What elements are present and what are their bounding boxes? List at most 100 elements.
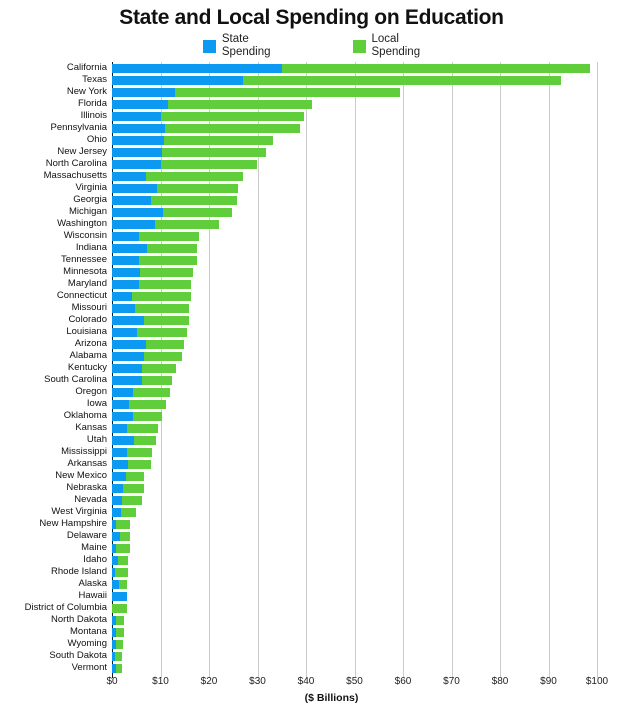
bar-row: California	[0, 62, 623, 74]
state-bar-segment	[112, 147, 162, 157]
bar-track	[112, 591, 128, 601]
bar-row: Massachusetts	[0, 170, 623, 182]
local-bar-segment	[161, 159, 257, 169]
bar-track	[112, 423, 159, 433]
state-bar-segment	[112, 627, 116, 637]
category-label: Idaho	[83, 554, 107, 565]
category-label: Washington	[57, 218, 107, 229]
bar-track	[112, 183, 239, 193]
bar-row: Illinois	[0, 110, 623, 122]
local-bar-segment	[112, 603, 127, 613]
state-bar-segment	[112, 195, 151, 205]
bar-track	[112, 123, 300, 133]
bar-row: Connecticut	[0, 290, 623, 302]
category-label: South Carolina	[44, 374, 107, 385]
bar-track	[112, 351, 182, 361]
bar-track	[112, 327, 187, 337]
x-tick-label: $10	[152, 676, 169, 687]
state-bar-segment	[112, 99, 168, 109]
bar-track	[112, 375, 173, 385]
bar-row: Michigan	[0, 206, 623, 218]
state-bar-segment	[112, 579, 119, 589]
state-legend-swatch-icon	[202, 39, 216, 53]
category-label: Connecticut	[56, 290, 107, 301]
bar-track	[112, 603, 127, 613]
bar-track	[112, 87, 400, 97]
state-bar-segment	[112, 279, 139, 289]
state-bar-segment	[112, 495, 123, 505]
state-bar-segment	[112, 327, 137, 337]
bar-track	[112, 363, 176, 373]
bar-track	[112, 507, 137, 517]
local-bar-segment	[117, 555, 128, 565]
local-bar-segment	[242, 75, 561, 85]
gridline	[209, 62, 210, 678]
legend: State Spending Local Spending	[0, 32, 623, 60]
bar-row: Louisiana	[0, 326, 623, 338]
bar-row: South Carolina	[0, 374, 623, 386]
bar-row: Maryland	[0, 278, 623, 290]
category-label: North Dakota	[51, 614, 107, 625]
chart-title: State and Local Spending on Education	[119, 6, 504, 29]
category-label: North Carolina	[45, 158, 107, 169]
local-bar-segment	[142, 363, 176, 373]
local-legend-swatch-icon	[352, 39, 366, 53]
bar-row: Texas	[0, 74, 623, 86]
bar-track	[112, 159, 257, 169]
bar-track	[112, 579, 128, 589]
bar-track	[112, 435, 157, 445]
category-label: Virginia	[75, 182, 107, 193]
local-bar-segment	[139, 267, 193, 277]
state-bar-segment	[112, 615, 117, 625]
bar-row: Nebraska	[0, 482, 623, 494]
bar-row: Arkansas	[0, 458, 623, 470]
category-label: District of Columbia	[24, 602, 107, 613]
bar-track	[112, 663, 123, 673]
state-bar-segment	[112, 663, 116, 673]
bar-row: West Virginia	[0, 506, 623, 518]
bar-track	[112, 519, 131, 529]
category-label: Oklahoma	[63, 410, 107, 421]
bar-track	[112, 639, 124, 649]
state-bar-segment	[112, 87, 176, 97]
category-label: Alaska	[78, 578, 107, 589]
local-bar-segment	[138, 255, 197, 265]
bar-track	[112, 219, 219, 229]
local-bar-segment	[132, 291, 192, 301]
local-bar-segment	[161, 147, 267, 157]
bar-row: Virginia	[0, 182, 623, 194]
state-bar-segment	[112, 75, 243, 85]
state-bar-segment	[112, 639, 117, 649]
bar-row: Idaho	[0, 554, 623, 566]
state-bar-segment	[112, 471, 126, 481]
local-bar-segment	[115, 519, 131, 529]
bar-row: Florida	[0, 98, 623, 110]
bar-row: District of Columbia	[0, 602, 623, 614]
bar-row: Wyoming	[0, 638, 623, 650]
state-bar-segment	[112, 423, 127, 433]
bar-track	[112, 255, 197, 265]
state-bar-segment	[112, 411, 133, 421]
category-label: Montana	[70, 626, 107, 637]
state-bar-segment	[112, 231, 139, 241]
local-bar-segment	[114, 651, 123, 661]
bar-row: Georgia	[0, 194, 623, 206]
category-label: South Dakota	[49, 650, 107, 661]
local-bar-segment	[164, 135, 273, 145]
bar-row: Wisconsin	[0, 230, 623, 242]
x-tick-label: $30	[249, 676, 266, 687]
x-tick-label: $100	[585, 676, 609, 687]
bar-track	[112, 99, 312, 109]
local-bar-segment	[143, 315, 189, 325]
category-label: Minnesota	[63, 266, 107, 277]
bar-row: Alabama	[0, 350, 623, 362]
gridline	[597, 62, 598, 678]
gridline	[306, 62, 307, 678]
bar-track	[112, 147, 267, 157]
bar-row: Delaware	[0, 530, 623, 542]
local-bar-segment	[115, 567, 128, 577]
gridline	[403, 62, 404, 678]
bar-row: Colorado	[0, 314, 623, 326]
state-bar-segment	[112, 375, 143, 385]
x-tick-label: $70	[443, 676, 460, 687]
